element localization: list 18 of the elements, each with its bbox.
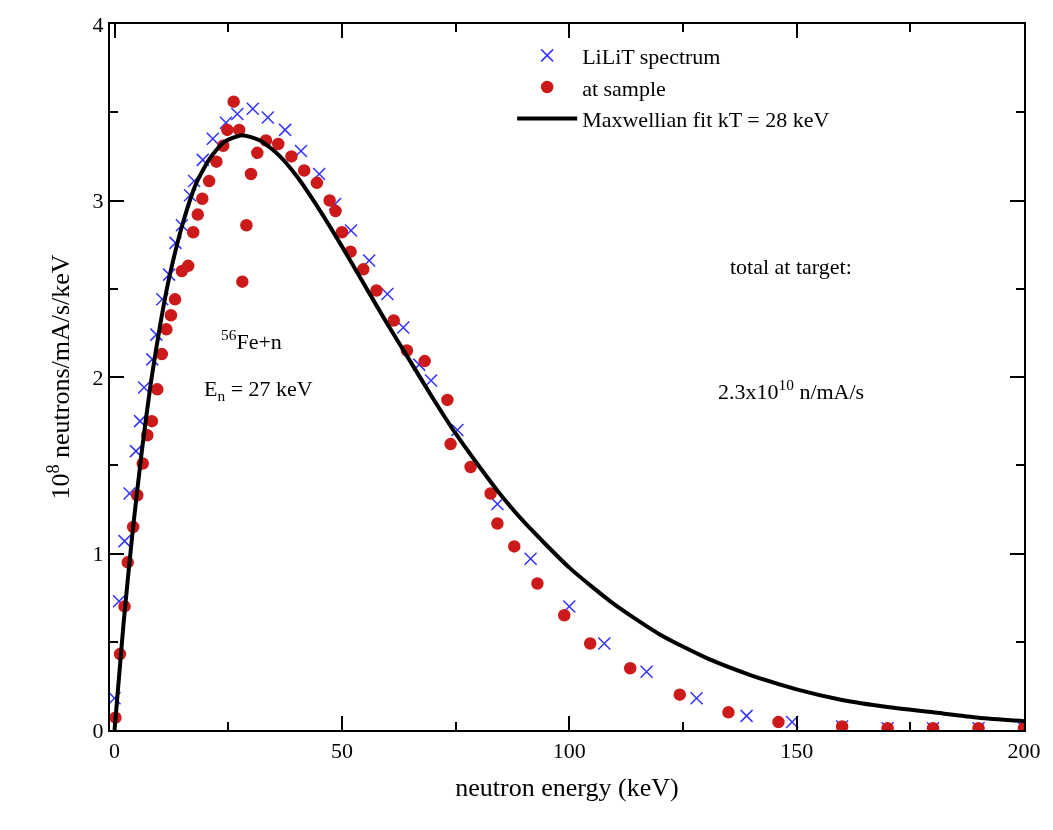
- y-tick-label: 2: [92, 364, 104, 390]
- y-tick-label: 1: [92, 541, 104, 567]
- annotation: $^{56}$Fe+n: [221, 326, 282, 355]
- annotation: 2.3x10$^{10}$ n/mA/s: [718, 376, 865, 405]
- y-tick-label: 4: [92, 11, 104, 37]
- y-tick-label: 0: [92, 717, 104, 743]
- legend-label: at sample: [582, 75, 666, 101]
- x-tick-label: 0: [109, 738, 121, 764]
- annotation: total at target:: [730, 254, 852, 279]
- x-tick-label: 50: [330, 738, 353, 764]
- y-tick-label: 3: [92, 188, 104, 214]
- legend-label: LiLiT spectrum: [582, 43, 721, 69]
- annotation: E$_{n}$ = 27 keV: [204, 376, 313, 404]
- x-tick-label: 150: [780, 738, 814, 764]
- x-tick-label: 200: [1007, 738, 1041, 764]
- x-axis-title: neutron energy (keV): [455, 772, 679, 802]
- x-tick-label: 100: [552, 738, 586, 764]
- legend-label: Maxwellian fit kT = 28 keV: [582, 107, 830, 133]
